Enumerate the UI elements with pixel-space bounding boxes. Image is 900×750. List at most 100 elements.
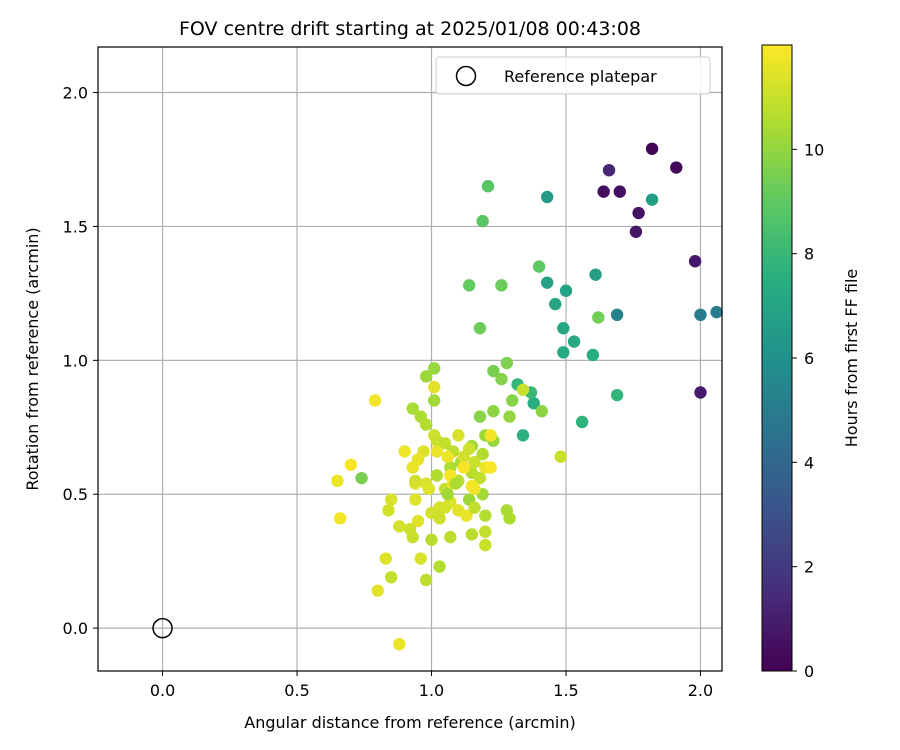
scatter-point: [379, 552, 392, 565]
scatter-point: [479, 538, 492, 552]
scatter-point: [462, 442, 476, 455]
scatter-point: [479, 509, 492, 522]
colorbar-label: Hours from first FF file: [842, 269, 861, 448]
scatter-point: [452, 504, 465, 517]
scatter-point: [567, 335, 581, 348]
scatter-point: [403, 522, 417, 536]
scatter-point: [554, 450, 567, 463]
x-axis-ticks: 0.0 0.5 1.0 1.5 2.0: [150, 671, 713, 700]
scatter-point: [465, 480, 479, 493]
y-tick-label: 0.0: [63, 619, 88, 638]
scatter-point: [368, 394, 382, 407]
scatter-point: [495, 279, 508, 292]
scatter-point: [575, 415, 589, 429]
colorbar-tick-label: 10: [804, 140, 824, 159]
scatter-point: [422, 482, 436, 496]
scatter-point: [592, 311, 605, 324]
scatter-point: [473, 410, 487, 423]
scatter-point: [540, 190, 554, 204]
scatter-point: [433, 501, 446, 514]
scatter-point: [629, 225, 643, 238]
scatter-point: [688, 255, 702, 268]
scatter-point: [428, 380, 441, 394]
scatter-point: [452, 429, 465, 442]
x-tick-label: 0.0: [150, 681, 175, 700]
scatter-point: [610, 308, 624, 322]
colorbar-tick-label: 6: [804, 349, 814, 368]
scatter-point: [371, 584, 384, 597]
scatter-point: [406, 402, 419, 415]
scatter-point: [382, 504, 395, 517]
scatter-point: [694, 308, 707, 322]
scatter-point: [495, 372, 508, 386]
scatter-point: [484, 461, 497, 474]
scatter-point: [516, 383, 530, 396]
scatter-point: [473, 322, 487, 335]
scatter-point: [476, 214, 489, 228]
scatter-point: [540, 276, 554, 289]
scatter-point: [430, 469, 444, 482]
scatter-point: [645, 193, 659, 206]
scatter-point: [500, 356, 514, 370]
reference-platepar-marker: [152, 617, 173, 639]
grid-lines: [98, 47, 722, 671]
scatter-point: [557, 322, 570, 335]
scatter-point: [476, 447, 489, 461]
colorbar-tick-label: 4: [804, 453, 814, 472]
scatter-point: [559, 284, 573, 297]
legend-box: [435, 56, 711, 95]
legend-marker-icon: [455, 65, 477, 87]
colorbar-tick-label: 8: [804, 245, 814, 264]
colorbar-tick-label: 2: [804, 558, 814, 577]
scatter-point: [503, 512, 516, 525]
legend: Reference platepar: [435, 56, 711, 95]
scatter-point: [610, 388, 624, 402]
scatter-point: [344, 458, 358, 471]
scatter-point: [506, 394, 519, 407]
scatter-point: [409, 474, 422, 488]
scatter-point: [393, 520, 406, 533]
scatter-point: [487, 364, 500, 378]
scatter-point: [419, 418, 433, 431]
colorbar-tick-label: 0: [804, 662, 814, 681]
scatter-point: [694, 386, 707, 399]
scatter-point: [503, 410, 516, 423]
y-axis-ticks: 0.0 0.5 1.0 1.5 2.0: [63, 84, 98, 638]
reference-marker-group: [152, 617, 173, 639]
x-tick-label: 1.5: [553, 681, 578, 700]
scatter-point: [549, 297, 562, 311]
scatter-point: [433, 560, 446, 573]
scatter-point: [331, 474, 344, 488]
x-axis-label: Angular distance from reference (arcmin): [244, 713, 575, 732]
scatter-point: [441, 488, 454, 501]
scatter-point: [473, 471, 487, 485]
y-tick-label: 1.0: [63, 351, 88, 370]
scatter-point: [430, 445, 444, 458]
legend-label: Reference platepar: [504, 67, 657, 86]
x-tick-label: 1.0: [419, 681, 444, 700]
scatter-point: [428, 362, 441, 375]
y-tick-label: 0.5: [63, 485, 88, 504]
scatter-point: [602, 163, 616, 177]
scatter-point: [535, 405, 548, 418]
scatter-point: [468, 455, 481, 469]
scatter-point: [532, 260, 546, 273]
scatter-point: [487, 405, 500, 418]
scatter-point: [613, 185, 626, 198]
scatter-point: [444, 530, 457, 544]
scatter-point: [465, 528, 479, 541]
scatter-point: [645, 142, 659, 155]
scatter-point: [527, 396, 540, 410]
scatter-point: [597, 185, 610, 198]
scatter-point: [481, 180, 495, 193]
scatter-point: [398, 445, 411, 458]
y-axis-label: Rotation from reference (arcmin): [23, 227, 42, 490]
scatter-point: [710, 305, 723, 319]
chart-title: FOV centre drift starting at 2025/01/08 …: [179, 18, 641, 40]
scatter-point: [457, 461, 470, 474]
plot-frame: [97, 46, 723, 672]
scatter-point: [411, 514, 425, 528]
scatter-point: [589, 268, 602, 281]
scatter-point: [449, 477, 462, 490]
